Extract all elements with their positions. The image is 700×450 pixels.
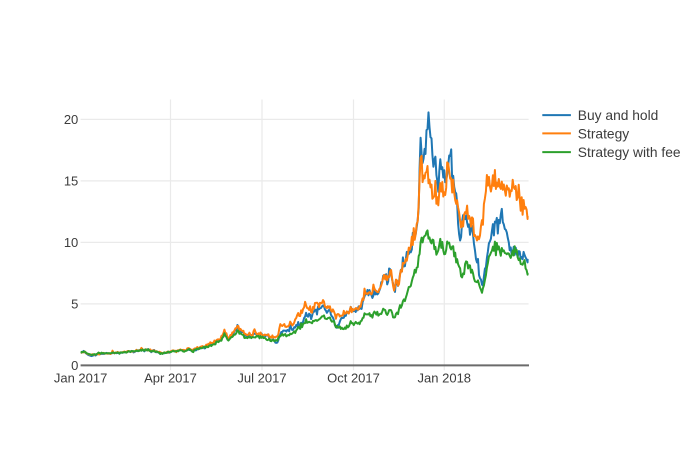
svg-text:Jan 2017: Jan 2017 <box>54 371 108 386</box>
svg-text:Jul 2017: Jul 2017 <box>237 371 286 386</box>
svg-text:10: 10 <box>64 235 78 250</box>
svg-text:Strategy: Strategy <box>578 126 629 141</box>
svg-text:Strategy with fee: Strategy with fee <box>578 145 681 160</box>
svg-text:0: 0 <box>71 358 78 373</box>
svg-text:Buy and hold: Buy and hold <box>578 108 659 123</box>
svg-text:Oct 2017: Oct 2017 <box>327 371 380 386</box>
svg-text:5: 5 <box>71 296 78 311</box>
svg-text:Apr 2017: Apr 2017 <box>144 371 197 386</box>
svg-text:Jan 2018: Jan 2018 <box>418 371 472 386</box>
svg-text:20: 20 <box>64 112 78 127</box>
svg-text:15: 15 <box>64 173 78 188</box>
